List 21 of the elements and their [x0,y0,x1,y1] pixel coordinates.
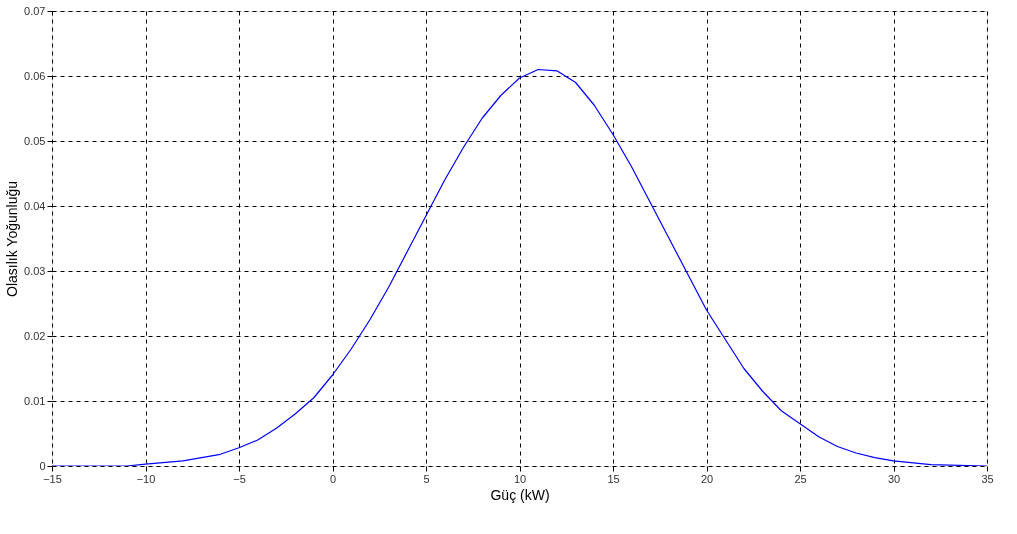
x-tick-label: 5 [423,472,430,485]
x-tick-label: 10 [513,472,527,485]
y-axis-title: Olasılık Yoğunluğu [4,181,21,297]
x-tick-label: 15 [607,472,620,485]
x-tick-label: 0 [329,472,337,485]
y-tick-label: 0.03 [24,264,46,277]
x-tick-label: −10 [136,472,156,485]
y-tick-label: 0.01 [24,394,46,407]
y-tick-label: 0.05 [24,134,46,147]
x-tick-label: 25 [794,472,807,485]
y-tick-label: 0.04 [24,199,46,212]
y-tick-label: 0.02 [24,329,46,342]
y-tick-label: 0.07 [24,4,46,17]
x-axis-title: Güç (kW) [490,486,550,503]
y-tick-label: 0.06 [24,69,46,82]
x-tick-label: 35 [981,472,994,485]
x-tick-label: 20 [700,472,714,485]
x-tick-label: −15 [43,472,62,485]
x-tick-label: −5 [233,472,246,485]
x-tick-label: 30 [887,472,901,485]
y-tick-label: 0 [39,459,46,472]
